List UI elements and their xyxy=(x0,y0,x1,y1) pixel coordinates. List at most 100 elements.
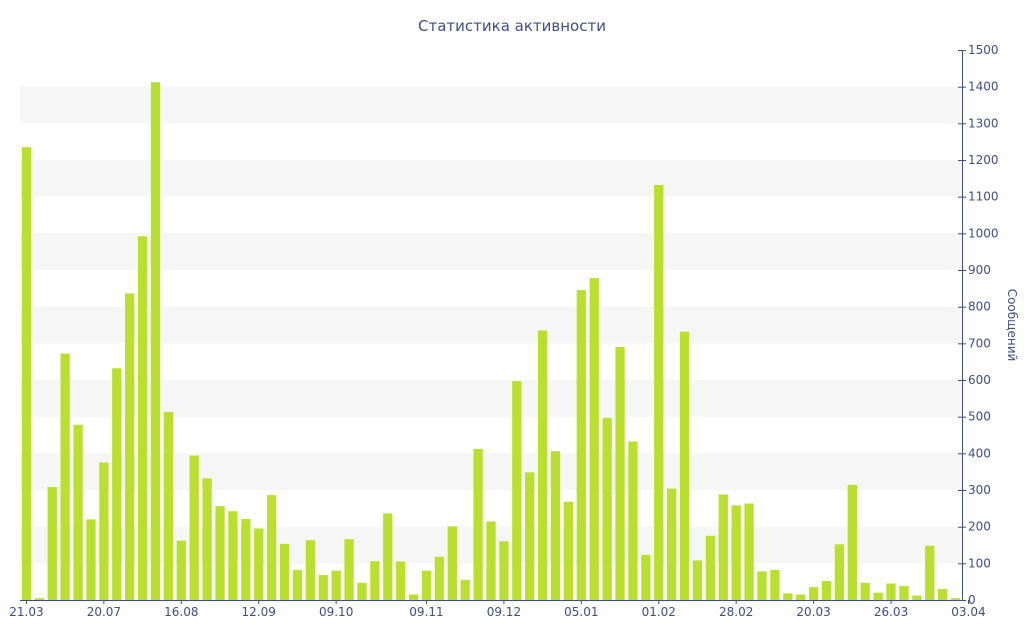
bar xyxy=(744,503,754,600)
x-tick-label: 09.11 xyxy=(409,605,443,619)
y-axis-label: Сообщений xyxy=(1005,289,1019,362)
bar xyxy=(279,543,290,600)
x-tick-label: 26.03 xyxy=(874,605,908,619)
y-tick-label: 500 xyxy=(968,410,991,424)
grid-band xyxy=(20,233,962,270)
x-tick-label: 20.07 xyxy=(87,605,121,619)
grid-band xyxy=(20,160,962,197)
bar xyxy=(654,184,664,600)
bar xyxy=(112,368,122,600)
bar xyxy=(447,526,457,600)
x-tick-label: 03.04 xyxy=(951,605,985,619)
bar xyxy=(396,561,406,600)
bar xyxy=(641,554,651,600)
bar xyxy=(925,545,935,600)
bar xyxy=(821,580,832,600)
bar xyxy=(718,494,728,600)
bar xyxy=(331,570,341,600)
bar xyxy=(163,411,174,600)
axes: 0 100 200 300 400 500 600 700 800 900 1000 1100 1200… xyxy=(9,43,998,619)
grid-band xyxy=(20,453,962,490)
bar xyxy=(60,353,70,600)
bar xyxy=(137,236,148,600)
bar xyxy=(899,586,909,600)
bar xyxy=(202,478,212,600)
bar xyxy=(576,290,586,600)
bar xyxy=(434,556,445,600)
bar xyxy=(834,544,845,600)
bar xyxy=(602,417,612,600)
grid-band xyxy=(20,306,962,344)
bar xyxy=(241,518,251,600)
bar xyxy=(47,487,57,600)
bar xyxy=(305,540,315,600)
bar xyxy=(912,595,922,600)
bar xyxy=(563,501,574,600)
bar xyxy=(86,519,96,600)
y-tick-label: 0 xyxy=(968,593,976,607)
bar xyxy=(421,570,432,600)
x-tick-label: 01.02 xyxy=(642,605,676,619)
y-tick-label: 100 xyxy=(968,556,991,570)
bar xyxy=(860,582,870,600)
bar xyxy=(847,484,857,600)
grid-bands xyxy=(20,86,962,564)
y-tick-label: 300 xyxy=(968,483,991,497)
bar xyxy=(99,462,109,600)
bar xyxy=(176,540,186,600)
grid-band xyxy=(20,86,962,124)
x-tick-label: 21.03 xyxy=(9,605,43,619)
bar xyxy=(770,569,780,600)
bar xyxy=(370,561,380,600)
bar xyxy=(950,598,961,600)
bar xyxy=(615,347,625,600)
bar xyxy=(589,278,599,600)
bar xyxy=(667,488,677,600)
bar xyxy=(628,441,638,600)
bar xyxy=(125,293,135,600)
bar xyxy=(537,330,548,600)
bar xyxy=(34,598,45,600)
x-tick-label: 05.01 xyxy=(564,605,598,619)
bar xyxy=(679,331,690,600)
bar xyxy=(292,569,303,600)
x-tick-label: 09.10 xyxy=(319,605,353,619)
bar xyxy=(21,147,32,600)
bar xyxy=(886,583,896,600)
y-tick-label: 1100 xyxy=(968,190,999,204)
grid-band xyxy=(20,380,962,417)
y-tick-label: 900 xyxy=(968,263,991,277)
bar xyxy=(228,511,238,600)
y-tick-label: 600 xyxy=(968,373,991,387)
y-tick-label: 700 xyxy=(968,336,991,350)
bar xyxy=(357,582,367,600)
y-tick-label: 800 xyxy=(968,300,991,314)
bar xyxy=(757,571,767,600)
bar xyxy=(318,575,328,600)
bar-series xyxy=(21,82,961,601)
bar xyxy=(473,448,483,600)
bar xyxy=(525,472,535,600)
bar xyxy=(73,424,83,600)
bar xyxy=(254,528,264,600)
x-tick-label: 20.03 xyxy=(796,605,830,619)
bar xyxy=(344,539,354,600)
bar xyxy=(808,587,819,600)
bar xyxy=(692,560,703,600)
bar xyxy=(731,505,741,600)
bar xyxy=(215,506,225,600)
bar xyxy=(460,579,470,600)
bar xyxy=(796,594,806,600)
x-tick-label: 09.12 xyxy=(487,605,521,619)
bar xyxy=(550,451,561,600)
y-tick-label: 1200 xyxy=(968,153,999,167)
x-tick-label: 12.09 xyxy=(242,605,276,619)
bar xyxy=(937,589,948,600)
y-tick-label: 1400 xyxy=(968,80,999,94)
y-tick-label: 1300 xyxy=(968,116,999,130)
bar xyxy=(499,541,509,600)
y-tick-label: 1500 xyxy=(968,43,999,57)
y-tick-label: 1000 xyxy=(968,226,999,240)
